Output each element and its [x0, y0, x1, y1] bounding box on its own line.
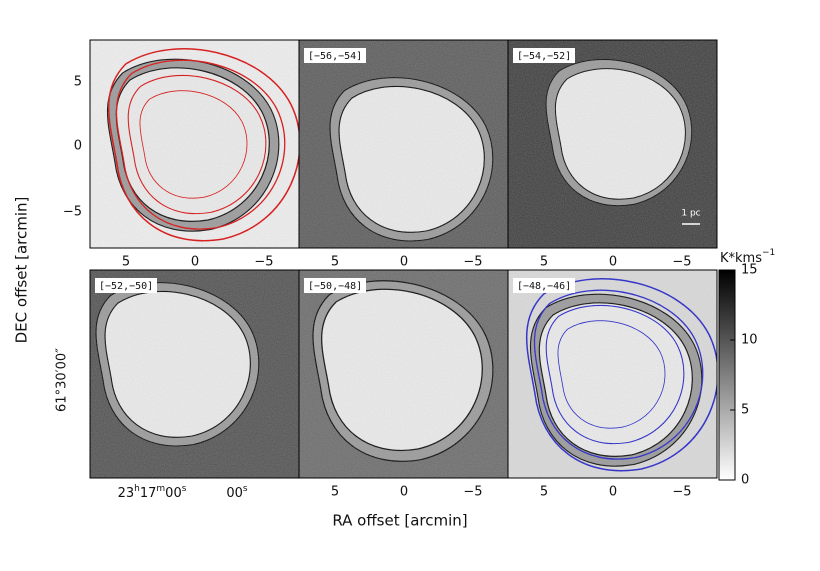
ra-part: 23 — [118, 486, 135, 501]
unit-exp: −1 — [762, 248, 775, 258]
panel-label: [−48,−46] — [517, 281, 571, 292]
label-box — [513, 278, 575, 293]
x-tick-label: −5 — [463, 255, 482, 270]
x-tick-label: 5 — [540, 485, 548, 500]
panel-label: [−50,−48] — [308, 281, 362, 292]
map-panel — [299, 40, 508, 248]
colorbar-tick-label: 5 — [741, 403, 749, 418]
ra-tick-label: 00s — [226, 484, 248, 501]
noise — [299, 40, 508, 248]
colorbar — [718, 269, 736, 481]
y-tick-label: −5 — [63, 205, 82, 220]
x-tick-label: −5 — [672, 255, 691, 270]
x-tick-label: 0 — [609, 255, 617, 270]
map-panel — [299, 270, 508, 478]
map-panel — [90, 40, 299, 248]
noise — [508, 40, 717, 248]
y-tick-label: 0 — [74, 139, 82, 154]
panel-label: [−52,−50] — [99, 281, 153, 292]
x-tick-label: 5 — [540, 255, 548, 270]
map-panel — [90, 270, 299, 478]
ra-part: s — [182, 484, 187, 494]
ra-part: m — [156, 484, 165, 494]
ra-part: s — [243, 484, 248, 494]
noise — [90, 40, 299, 248]
map-panel — [508, 40, 717, 248]
ra-part: h — [134, 484, 140, 494]
y-axis-label: DEC offset [arcmin] — [13, 197, 31, 344]
colorbar-tick-label: 0 — [741, 473, 749, 488]
scale-bar-label: 1 pc — [681, 209, 700, 219]
x-tick-label: 5 — [331, 255, 339, 270]
label-box — [304, 48, 366, 63]
colorbar-tick-label: 15 — [741, 263, 758, 278]
ra-part: 00 — [165, 486, 182, 501]
panel-label: [−54,−52] — [517, 51, 571, 62]
x-tick-label: −5 — [254, 255, 273, 270]
x-axis-label: RA offset [arcmin] — [332, 512, 467, 530]
unit: K*kms — [720, 251, 762, 266]
panel-label: [−56,−54] — [308, 51, 362, 62]
y-tick-label: 5 — [74, 75, 82, 90]
x-tick-label: −5 — [672, 485, 691, 500]
ra-tick-label: 23h17m00s — [118, 484, 187, 501]
panel-frame — [507, 269, 718, 479]
label-box — [95, 278, 157, 293]
x-tick-label: −5 — [463, 485, 482, 500]
colorbar-tick-label: 10 — [741, 333, 758, 348]
noise — [299, 270, 508, 478]
x-tick-label: 0 — [400, 255, 408, 270]
ra-part: 17 — [140, 486, 157, 501]
x-tick-label: 0 — [191, 255, 199, 270]
x-tick-label: 5 — [122, 255, 130, 270]
x-tick-label: 5 — [331, 485, 339, 500]
panel-frame — [507, 39, 718, 249]
dec-tick-label: 61°30′00″ — [55, 348, 70, 412]
label-box — [513, 48, 575, 63]
noise — [508, 270, 717, 478]
x-tick-label: 0 — [609, 485, 617, 500]
x-tick-label: 0 — [400, 485, 408, 500]
label-box — [304, 278, 366, 293]
map-panel — [508, 270, 717, 478]
colorbar-unit: K*kms−1 — [720, 248, 775, 266]
ra-part: 00 — [226, 486, 243, 501]
noise — [90, 270, 299, 478]
